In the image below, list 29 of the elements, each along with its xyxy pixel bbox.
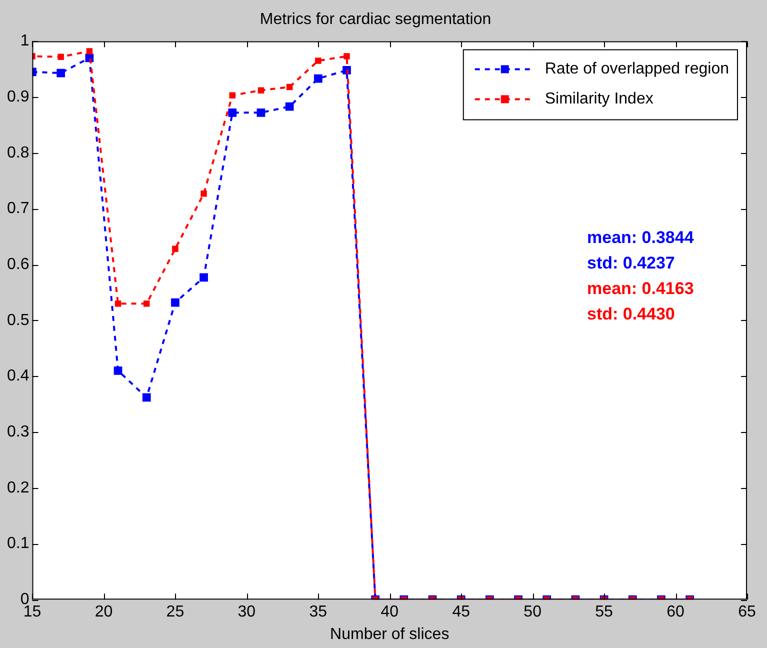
legend-label: Similarity Index	[544, 90, 654, 108]
y-tick-label: 0.9	[6, 88, 30, 106]
y-tick-label: 0.5	[6, 312, 30, 329]
x-tick-label: 20	[94, 604, 113, 621]
y-tick-label: 0.6	[6, 256, 30, 273]
y-tick-label: 1	[20, 32, 30, 50]
annotation: std: 0.4430	[587, 304, 675, 324]
x-axis-title: Number of slices	[330, 626, 450, 643]
x-tick-label: 60	[666, 604, 685, 621]
x-tick-label: 55	[595, 604, 614, 621]
x-tick-label: 15	[23, 604, 42, 621]
x-tick-label: 65	[738, 604, 756, 621]
y-tick-label: 0.7	[6, 200, 30, 218]
x-tick-label: 30	[238, 604, 256, 621]
y-tick-label: 0.4	[6, 368, 30, 385]
y-tick-label: 0.3	[6, 423, 30, 440]
chart-title: Metrics for cardiac segmentation	[260, 11, 492, 28]
annotation: mean: 0.3844	[587, 228, 694, 247]
x-tick-label: 35	[309, 604, 328, 621]
x-tick-label: 45	[452, 604, 470, 621]
y-tick-label: 0.8	[6, 144, 30, 162]
y-tick-label: 0.2	[6, 479, 30, 496]
legend-label: Rate of overlapped region	[544, 60, 729, 78]
annotation: std: 0.4237	[587, 253, 675, 272]
x-tick-label: 25	[166, 604, 184, 621]
x-tick-label: 40	[380, 604, 399, 621]
x-tick-label: 50	[524, 604, 542, 621]
y-tick-label: 0.1	[6, 535, 30, 552]
annotation: mean: 0.4163	[587, 278, 694, 298]
